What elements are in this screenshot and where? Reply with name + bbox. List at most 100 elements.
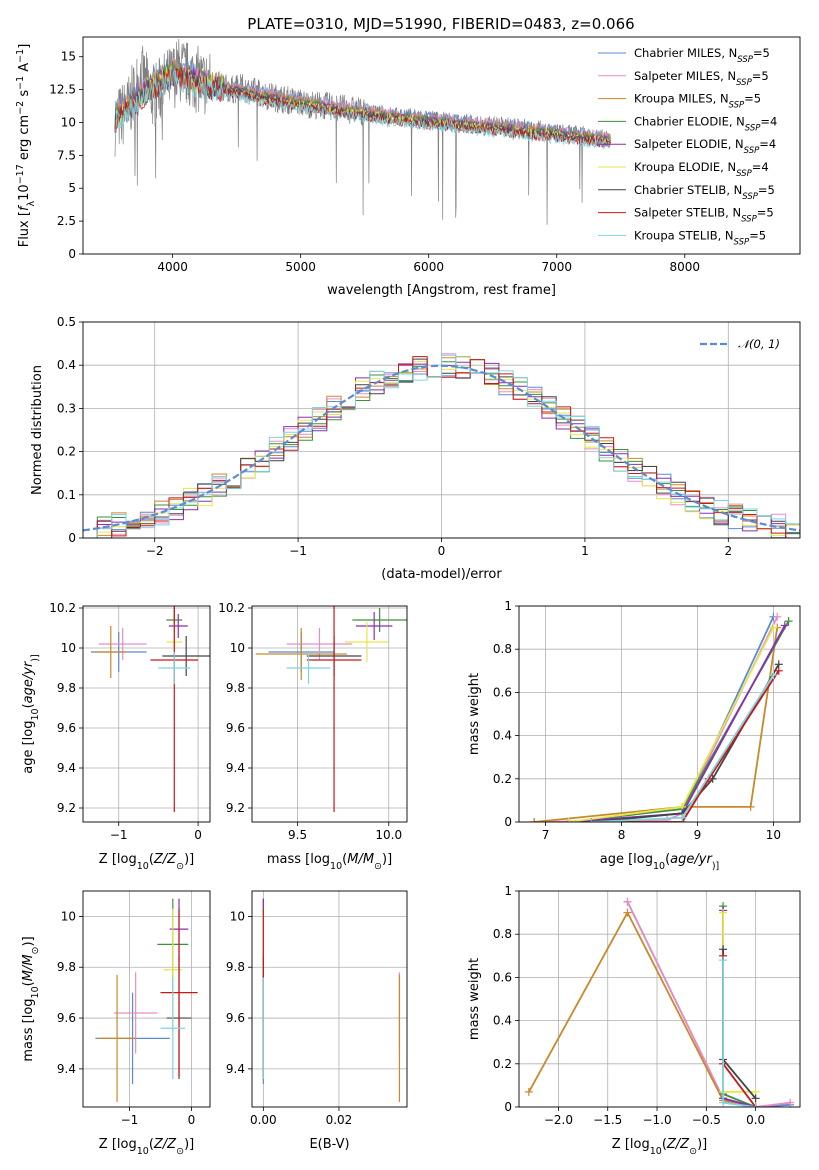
- mass_vs_ebv-xlabel: E(B-V): [309, 1137, 349, 1152]
- age_vs_mass-xlabel-part: )]: [382, 852, 392, 867]
- y-tick-label: 9.4: [57, 761, 76, 775]
- x-tick-label: −1: [289, 544, 307, 558]
- spectrum-ylabel-part: λ: [26, 200, 37, 206]
- x-tick-label: 0: [194, 828, 202, 842]
- legend-label-sub: SSP: [736, 78, 752, 88]
- age_vs_z-xlabel: Z [log10(Z/Z⊙)]: [99, 852, 194, 872]
- mass_vs_z-ylabel: mass [log10(M/M⊙)]: [21, 936, 41, 1061]
- age_vs_z-axes: −1 0 9.2 9.4 9.6 9.8 10 10.2: [49, 601, 210, 842]
- y-tick-label: 1: [504, 599, 512, 613]
- x-tick-label: 0.0: [746, 1113, 765, 1127]
- legend-label: Chabrier ELODIE, NSSP=4: [634, 114, 777, 133]
- weight_vs_z-series: [524, 897, 795, 1107]
- legend-label-part: =5: [758, 183, 775, 197]
- weight_vs_age-ylabel: mass weight: [467, 673, 482, 755]
- x-tick-label: 2: [724, 544, 732, 558]
- age_vs_mass-xlabel-part: 10: [330, 861, 342, 872]
- x-tick-label: −2: [146, 544, 164, 558]
- age_vs_mass-xlabel-part: (: [342, 852, 347, 867]
- y-tick-label: 10: [61, 641, 76, 655]
- legend-label-part: Salpeter ELODIE, N: [634, 137, 744, 151]
- y-tick-label: 12.5: [49, 83, 76, 97]
- y-tick-label: 1: [504, 884, 512, 898]
- weight_vs_z-xlabel-part: (: [662, 1137, 667, 1152]
- residual-legend-label: 𝒩(0, 1): [738, 337, 780, 351]
- spectrum-xlabel: wavelength [Angstrom, rest frame]: [327, 283, 556, 298]
- x-tick-label: 8: [618, 828, 626, 842]
- y-tick-label: 0.3: [57, 401, 76, 415]
- y-tick-label: 9.6: [57, 1011, 76, 1025]
- spectrum-ylabel-part: −1: [15, 49, 26, 63]
- y-tick-label: 0.2: [493, 1057, 512, 1071]
- legend-label-part: Kroupa MILES, N: [634, 92, 729, 106]
- weight_vs_z-axes: −2.0 −1.5 −1.0 −0.5 0.0 0 0.2 0.4 0.6 0.8 1: [493, 884, 800, 1127]
- y-tick-label: 0: [68, 247, 76, 261]
- y-tick-label: 0.5: [57, 315, 76, 329]
- weight_vs_age-xlabel-part: age/yr: [670, 852, 713, 867]
- residuals-frame: [82, 321, 801, 539]
- spectrum-axes: 4000 5000 6000 7000 8000 0 2.5 5 7.5 10 12.5 15: [49, 50, 700, 274]
- x-tick-label: 7000: [541, 260, 572, 274]
- weight_vs_age-xlabel-part: (: [665, 852, 670, 867]
- y-tick-label: 9.8: [226, 960, 245, 974]
- spectrum-ylabel-part: Flux [: [17, 211, 32, 247]
- x-tick-label: 4000: [157, 260, 188, 274]
- mass_vs_z-xlabel-part: Z [log: [99, 1137, 137, 1152]
- mass_vs_z-ylabel-part: (: [21, 981, 36, 986]
- x-tick-label: 0.02: [326, 1113, 353, 1127]
- y-tick-label: 0: [504, 1100, 512, 1114]
- y-tick-label: 9.6: [226, 1011, 245, 1025]
- y-tick-label: 7.5: [57, 148, 76, 162]
- mass_vs_z-xlabel-part: (: [149, 1137, 154, 1152]
- weight_vs_z-xlabel-part: )]: [697, 1137, 707, 1152]
- age_vs_mass-xlabel-part: ⊙: [374, 861, 382, 872]
- legend-label-part: Kroupa STELIB, N: [634, 228, 734, 242]
- x-tick-label: −2.0: [544, 1113, 573, 1127]
- legend-label: Kroupa ELODIE, NSSP=4: [634, 160, 769, 179]
- figure-title: PLATE=0310, MJD=51990, FIBERID=0483, z=0…: [247, 15, 634, 33]
- legend-label-sub: SSP: [734, 237, 750, 247]
- y-tick-label: 0: [504, 815, 512, 829]
- y-tick-label: 0.1: [57, 488, 76, 502]
- legend-label: Salpeter MILES, NSSP=5: [634, 69, 769, 88]
- spectrum-ylabel-part: −17: [15, 164, 26, 184]
- legend-label: Kroupa STELIB, NSSP=5: [634, 228, 766, 247]
- legend-label-part: =4: [759, 137, 776, 151]
- legend-label-part: =4: [752, 160, 769, 174]
- age_vs_z-xlabel-part: ⊙: [176, 861, 184, 872]
- age_vs_z-ylabel-part: age/yr: [21, 660, 36, 703]
- mass_vs_z-axes: −1 0 9.4 9.6 9.8 10: [57, 891, 210, 1127]
- weight_vs_age-xlabel-part: 10: [653, 861, 665, 872]
- residual-series: [83, 353, 800, 538]
- weight_vs_age-frame: [518, 605, 801, 823]
- legend-label: Salpeter STELIB, NSSP=5: [634, 206, 774, 225]
- legend-label-part: Salpeter MILES, N: [634, 69, 736, 83]
- mass_vs_z-ylabel-part: 10: [30, 986, 41, 998]
- mass_vs_z-xlabel-part: Z/Z: [153, 1137, 177, 1152]
- y-tick-label: 9.6: [226, 721, 245, 735]
- age_vs_z-xlabel-part: Z/Z: [153, 852, 177, 867]
- legend-label-part: =5: [752, 69, 769, 83]
- y-tick-label: 9.4: [57, 1062, 76, 1076]
- legend-label: Chabrier STELIB, NSSP=5: [634, 183, 775, 202]
- legend-label-part: Chabrier MILES, N: [634, 46, 737, 60]
- age_vs_z-ylabel-part: (: [21, 703, 36, 708]
- age_vs_z-xlabel-part: (: [149, 852, 154, 867]
- y-tick-label: 0.2: [57, 445, 76, 459]
- legend-label-part: Chabrier ELODIE, N: [634, 114, 745, 128]
- y-tick-label: 9.8: [57, 960, 76, 974]
- y-tick-label: 9.8: [57, 681, 76, 695]
- age_vs_z-xlabel-part: Z [log: [99, 852, 137, 867]
- weight_vs_z-xlabel-part: Z [log: [612, 1137, 650, 1152]
- spectrum-ylabel-part: A: [17, 63, 32, 76]
- legend-label-sub: SSP: [737, 55, 753, 65]
- spectrum-ylabel-part: −2: [15, 101, 26, 115]
- x-tick-label: 7: [542, 828, 550, 842]
- mass_vs_z-xlabel: Z [log10(Z/Z⊙)]: [99, 1137, 194, 1157]
- x-tick-label: 0: [438, 544, 446, 558]
- y-tick-label: 9.2: [226, 801, 245, 815]
- y-tick-label: 9.4: [226, 1062, 245, 1076]
- x-tick-label: 9: [694, 828, 702, 842]
- spectrum-ylabel-part: erg cm: [17, 115, 32, 164]
- age_vs_mass-axes: 9.5 10.0 9.2 9.4 9.6 9.8 10 10.2: [218, 601, 407, 842]
